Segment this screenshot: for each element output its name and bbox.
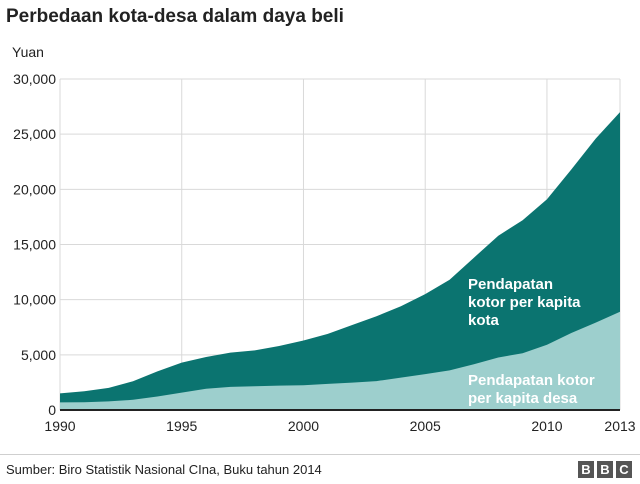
area-chart: 0 5,000 10,000 15,000 20,000 25,000 30,000 1990… <box>13 71 636 434</box>
area-series <box>60 112 620 410</box>
series-label-line: Pendapatan kotor <box>468 372 595 389</box>
x-tick-label: 2005 <box>410 418 441 434</box>
series-label-rural: Pendapatan kotor per kapita desa <box>468 372 595 407</box>
y-tick-label: 20,000 <box>13 181 56 197</box>
series-label-line: kotor per kapita <box>468 294 581 311</box>
bbc-logo-block: C <box>616 461 632 478</box>
y-tick-label: 25,000 <box>13 126 56 142</box>
y-tick-label: 10,000 <box>13 292 56 308</box>
y-axis-label: Yuan <box>12 44 44 60</box>
series-label-line: kota <box>468 312 500 329</box>
y-tick-label: 0 <box>48 402 56 418</box>
source-note: Sumber: Biro Statistik Nasional CIna, Bu… <box>6 462 322 477</box>
x-tick-label: 2000 <box>288 418 319 434</box>
x-tick-label: 2013 <box>604 418 635 434</box>
series-label-line: Pendapatan <box>468 276 553 293</box>
y-tick-label: 30,000 <box>13 71 56 87</box>
x-tick-label: 1995 <box>166 418 197 434</box>
series-labels: Pendapatan kotor per kapita kotaPendapatan… <box>468 276 595 407</box>
series-label-urban: Pendapatan kotor per kapita kota <box>468 276 581 329</box>
x-tick-label: 2010 <box>531 418 562 434</box>
x-tick-label: 1990 <box>44 418 75 434</box>
footer-divider <box>0 454 640 455</box>
tick-labels: 0 5,000 10,000 15,000 20,000 25,000 30,000 1990… <box>13 71 636 434</box>
bbc-logo-block: B <box>597 461 613 478</box>
y-tick-label: 5,000 <box>21 347 56 363</box>
chart-title: Perbedaan kota-desa dalam daya beli <box>6 6 344 27</box>
y-tick-label: 15,000 <box>13 237 56 253</box>
series-label-line: per kapita desa <box>468 390 578 407</box>
series-area-urban <box>60 112 620 410</box>
series-area-rural <box>60 311 620 410</box>
bbc-logo-block: B <box>578 461 594 478</box>
bbc-logo: B B C <box>578 461 632 478</box>
